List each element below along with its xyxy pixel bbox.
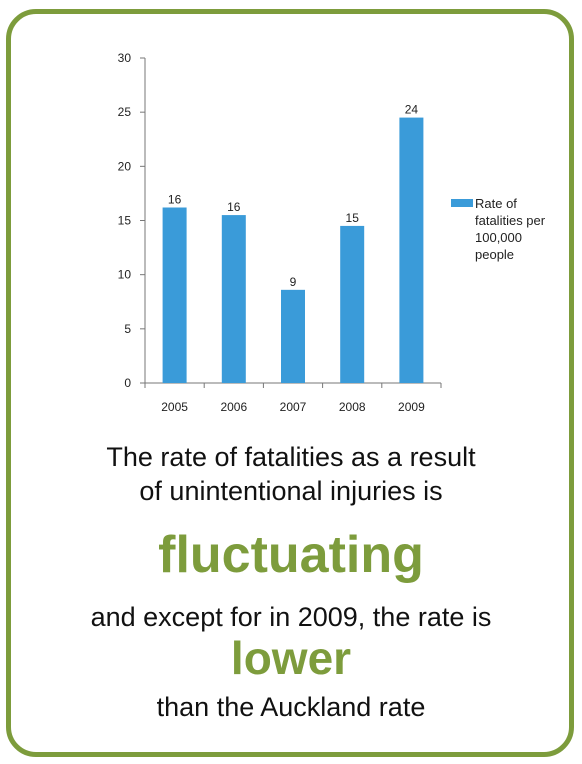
x-tick-label: 2005 — [161, 400, 188, 414]
bar-2006 — [221, 215, 246, 383]
chart-axes: 0 5 10 15 20 25 30 2005 2006 2007 2008 2009 — [118, 51, 442, 414]
bar-2007 — [281, 289, 305, 383]
data-label: 15 — [346, 211, 360, 225]
chart-legend: Rate of fatalities per 100,000 people — [451, 196, 546, 262]
x-tick-label: 2009 — [398, 400, 425, 414]
y-tick-label: 5 — [124, 322, 131, 336]
bar-chart: 0 5 10 15 20 25 30 2005 2006 2007 2008 2009 16 16 9 15… — [118, 51, 546, 414]
x-tick-label: 2006 — [220, 400, 247, 414]
data-label: 9 — [290, 275, 297, 289]
emphasis-lower: lower — [230, 632, 352, 684]
x-tick-label: 2008 — [339, 400, 366, 414]
emphasis-fluctuating: fluctuating — [158, 526, 424, 584]
y-tick-label: 10 — [118, 268, 132, 282]
data-label: 16 — [168, 193, 182, 207]
x-tick-label: 2007 — [280, 400, 307, 414]
data-label: 24 — [405, 103, 419, 117]
data-label: 16 — [227, 200, 241, 214]
y-tick-label: 20 — [118, 159, 132, 173]
legend-label: 100,000 — [475, 230, 522, 245]
y-tick-label: 0 — [124, 376, 131, 390]
caption-line-4: than the Auckland rate — [156, 692, 426, 722]
caption-line-2: of unintentional injuries is — [139, 476, 443, 506]
y-tick-label: 30 — [118, 51, 132, 65]
legend-swatch — [451, 199, 473, 207]
bar-2009 — [399, 117, 424, 383]
caption-line-1: The rate of fatalities as a result — [106, 442, 476, 472]
legend-label: Rate of — [475, 196, 517, 211]
y-tick-label: 25 — [118, 105, 132, 119]
bar-2005 — [162, 207, 187, 383]
y-tick-label: 15 — [118, 214, 132, 228]
legend-label: people — [475, 247, 514, 262]
chart-bars: 16 16 9 15 24 — [162, 103, 424, 383]
bar-2008 — [340, 225, 365, 383]
legend-label: fatalities per — [475, 213, 546, 228]
caption-line-3: and except for in 2009, the rate is — [90, 602, 492, 632]
